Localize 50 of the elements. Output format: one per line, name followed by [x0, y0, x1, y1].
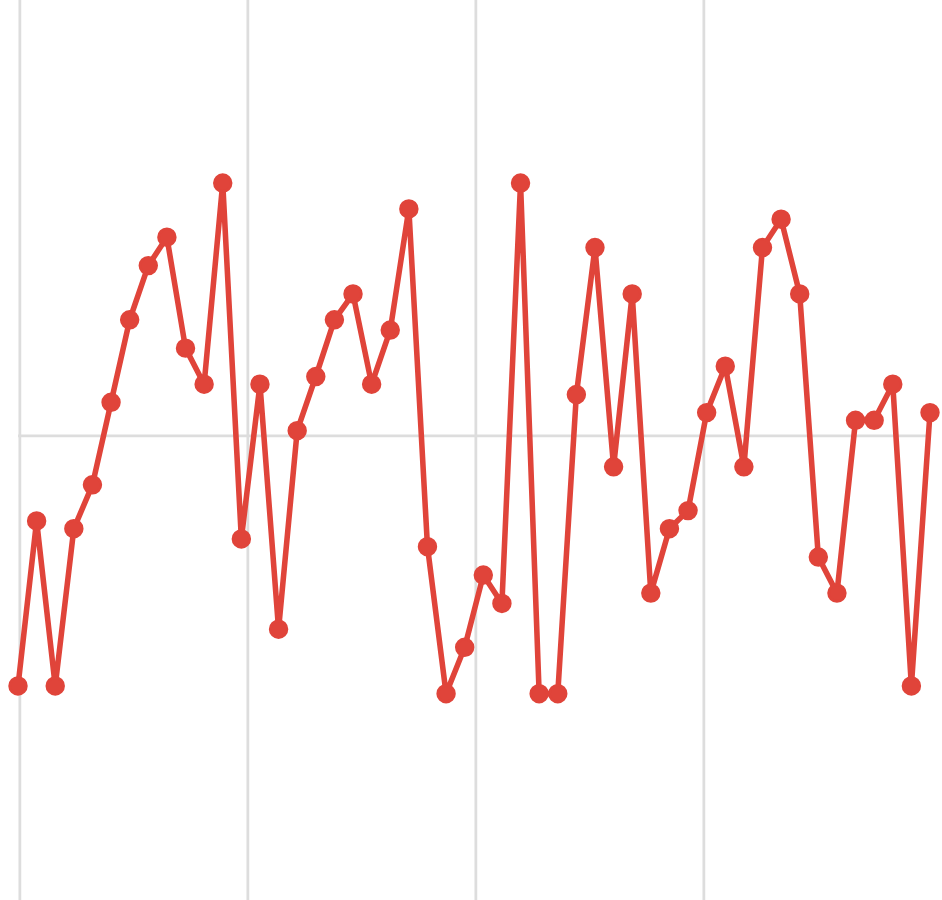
- point: [361, 374, 382, 394]
- point: [808, 547, 829, 567]
- point: [436, 683, 456, 704]
- point: [510, 173, 531, 193]
- point: [8, 676, 28, 696]
- point: [194, 374, 214, 394]
- point: [883, 374, 903, 394]
- point: [492, 593, 512, 614]
- point: [864, 410, 884, 431]
- point: [380, 320, 400, 340]
- point: [157, 227, 177, 247]
- point: [715, 356, 735, 376]
- point: [64, 518, 84, 539]
- point: [287, 420, 307, 441]
- point: [585, 237, 605, 258]
- point: [306, 366, 326, 387]
- point: [529, 683, 549, 704]
- point: [175, 338, 196, 358]
- point: [82, 475, 103, 495]
- point: [771, 209, 791, 229]
- point: [119, 310, 140, 330]
- point: [45, 676, 65, 696]
- point: [696, 402, 717, 423]
- point: [268, 619, 289, 639]
- point: [901, 676, 922, 696]
- point: [343, 284, 363, 304]
- point: [231, 529, 252, 549]
- point: [213, 173, 233, 193]
- point: [789, 284, 810, 304]
- point: [101, 392, 121, 413]
- point: [734, 457, 754, 477]
- point: [138, 255, 159, 276]
- point: [454, 637, 475, 657]
- point: [250, 374, 270, 394]
- point: [827, 583, 847, 603]
- point: [566, 384, 587, 405]
- point: [399, 199, 419, 219]
- point: [920, 402, 940, 423]
- point: [324, 310, 345, 330]
- point: [752, 237, 773, 258]
- point: [622, 284, 642, 304]
- point: [678, 500, 698, 521]
- point: [548, 683, 568, 704]
- point: [641, 583, 661, 603]
- point: [417, 536, 438, 557]
- point: [26, 511, 47, 531]
- point: [659, 518, 680, 539]
- point: [845, 410, 866, 431]
- point: [603, 457, 624, 477]
- point: [473, 565, 494, 585]
